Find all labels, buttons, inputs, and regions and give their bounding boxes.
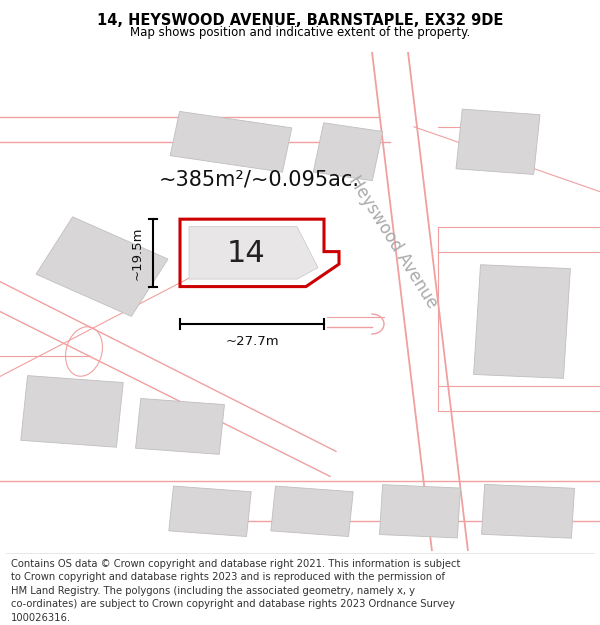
Polygon shape <box>189 227 318 279</box>
Text: 14: 14 <box>227 239 265 268</box>
Text: ~19.5m: ~19.5m <box>131 226 144 279</box>
Polygon shape <box>481 484 575 538</box>
Text: 14, HEYSWOOD AVENUE, BARNSTAPLE, EX32 9DE: 14, HEYSWOOD AVENUE, BARNSTAPLE, EX32 9D… <box>97 13 503 28</box>
Polygon shape <box>456 109 540 174</box>
Polygon shape <box>170 111 292 172</box>
Text: Heyswood Avenue: Heyswood Avenue <box>345 172 441 311</box>
Polygon shape <box>379 484 461 538</box>
Polygon shape <box>473 265 571 378</box>
Text: Contains OS data © Crown copyright and database right 2021. This information is : Contains OS data © Crown copyright and d… <box>11 559 460 623</box>
Text: Map shows position and indicative extent of the property.: Map shows position and indicative extent… <box>130 26 470 39</box>
Text: ~27.7m: ~27.7m <box>225 335 279 348</box>
Text: ~385m²/~0.095ac.: ~385m²/~0.095ac. <box>159 169 360 189</box>
Polygon shape <box>136 399 224 454</box>
Polygon shape <box>313 123 383 181</box>
Polygon shape <box>169 486 251 536</box>
Polygon shape <box>21 376 123 448</box>
Polygon shape <box>271 486 353 536</box>
Polygon shape <box>36 217 168 316</box>
